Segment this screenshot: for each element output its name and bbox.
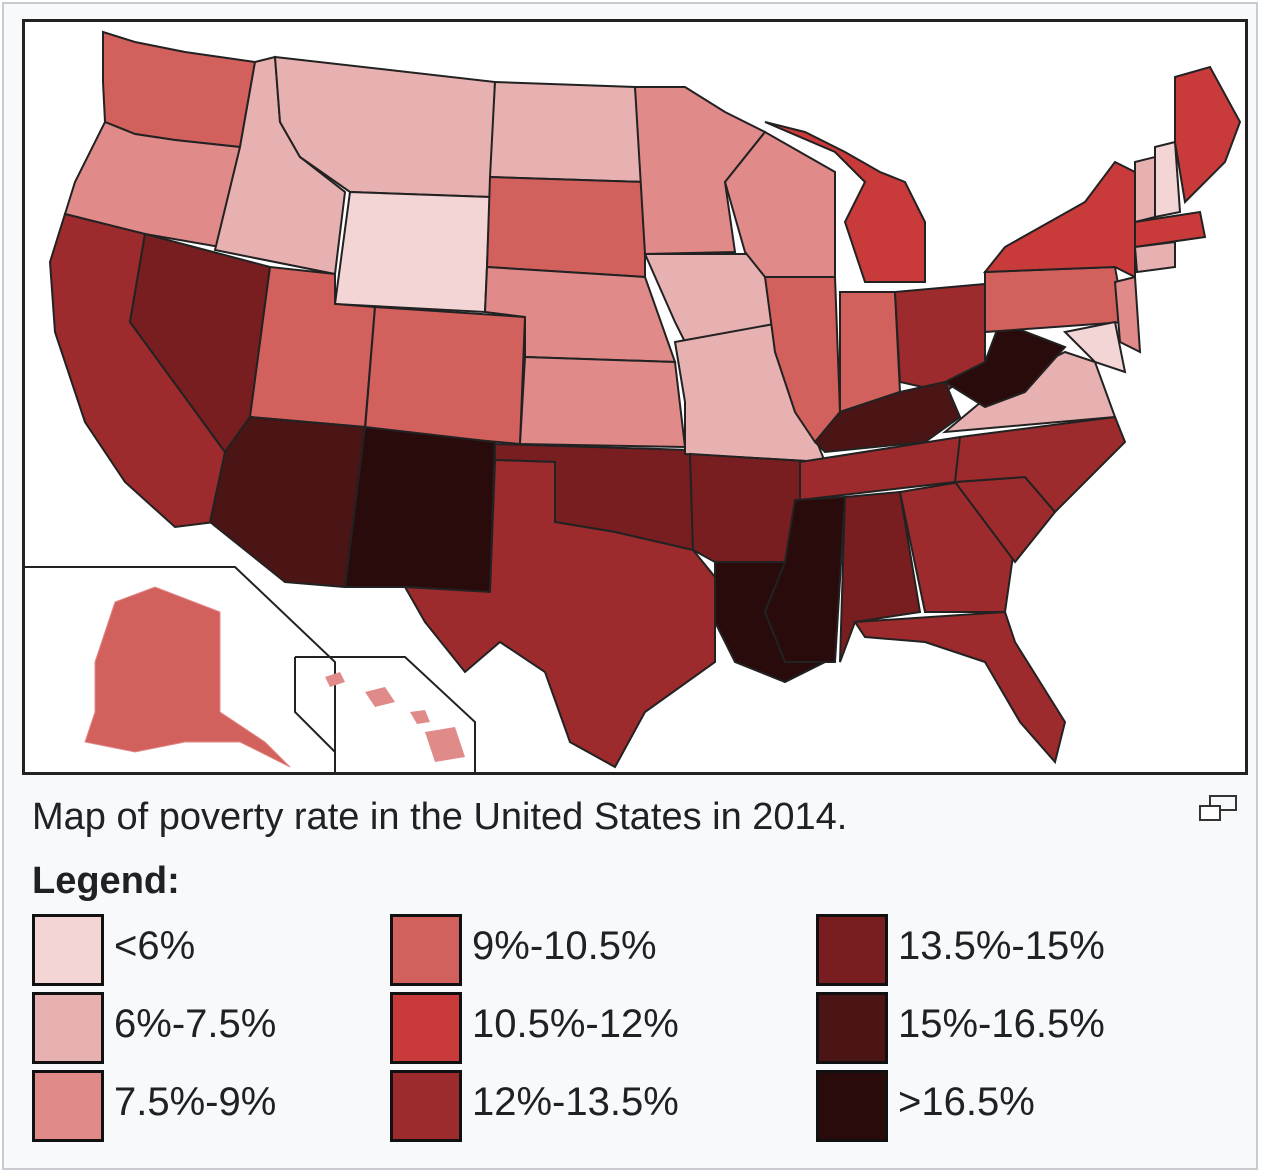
legend-item: 7.5%-9%	[32, 1070, 372, 1142]
state-massachusetts[interactable]	[1134, 210, 1207, 249]
map-caption: Map of poverty rate in the United States…	[32, 796, 848, 838]
state-michigan[interactable]	[764, 121, 926, 283]
state-west-virginia[interactable]	[942, 320, 1067, 409]
legend-swatch	[32, 1070, 104, 1142]
state-hawaii[interactable]	[325, 672, 465, 762]
map-svg	[25, 30, 1242, 772]
state-alabama[interactable]	[839, 490, 922, 663]
legend-label: 12%-13.5%	[472, 1080, 679, 1124]
legend-label: <6%	[114, 924, 196, 968]
state-connecticut[interactable]	[1133, 240, 1176, 274]
state-arizona[interactable]	[208, 415, 367, 589]
state-wyoming[interactable]	[333, 190, 492, 314]
alaska-inset-frame	[25, 566, 336, 772]
legend-item: 10.5%-12%	[390, 992, 790, 1064]
legend-item: <6%	[32, 914, 372, 986]
legend-swatch	[390, 914, 462, 986]
us-poverty-map[interactable]	[22, 19, 1248, 775]
magnify-clip-icon[interactable]	[1196, 794, 1240, 824]
hawaii-inset-frame	[294, 656, 476, 772]
legend-swatch	[816, 914, 888, 986]
legend-item: >16.5%	[816, 1070, 1236, 1142]
state-texas[interactable]	[403, 458, 716, 769]
legend-label: 9%-10.5%	[472, 924, 657, 968]
legend-item: 6%-7.5%	[32, 992, 372, 1064]
state-kansas[interactable]	[518, 355, 687, 449]
legend-swatch	[816, 992, 888, 1064]
legend-label: 10.5%-12%	[472, 1002, 679, 1046]
state-south-dakota[interactable]	[485, 175, 646, 279]
legend-item: 12%-13.5%	[390, 1070, 790, 1142]
state-maryland[interactable]	[1062, 320, 1127, 374]
legend-label: >16.5%	[898, 1080, 1035, 1124]
legend-label: 15%-16.5%	[898, 1002, 1105, 1046]
state-vermont[interactable]	[1134, 155, 1156, 224]
legend-title: Legend:	[32, 860, 180, 902]
legend-item: 9%-10.5%	[390, 914, 790, 986]
state-kentucky[interactable]	[813, 380, 962, 454]
state-new-jersey[interactable]	[1113, 275, 1142, 354]
state-north-dakota[interactable]	[488, 80, 647, 184]
legend-swatch	[816, 1070, 888, 1142]
state-colorado[interactable]	[363, 305, 527, 446]
legend-swatch	[32, 914, 104, 986]
state-new-york[interactable]	[982, 160, 1136, 279]
state-pennsylvania[interactable]	[984, 265, 1127, 334]
legend-label: 6%-7.5%	[114, 1002, 277, 1046]
legend-item: 13.5%-15%	[816, 914, 1236, 986]
legend-label: 13.5%-15%	[898, 924, 1105, 968]
state-florida[interactable]	[853, 610, 1067, 765]
legend-swatch	[32, 992, 104, 1064]
state-alaska[interactable]	[84, 586, 291, 768]
legend-swatch	[390, 1070, 462, 1142]
legend-item: 15%-16.5%	[816, 992, 1236, 1064]
state-new-hampshire[interactable]	[1154, 140, 1182, 219]
state-new-mexico[interactable]	[343, 425, 497, 594]
state-maine[interactable]	[1174, 65, 1242, 205]
legend-label: 7.5%-9%	[114, 1080, 277, 1124]
legend-swatch	[390, 992, 462, 1064]
